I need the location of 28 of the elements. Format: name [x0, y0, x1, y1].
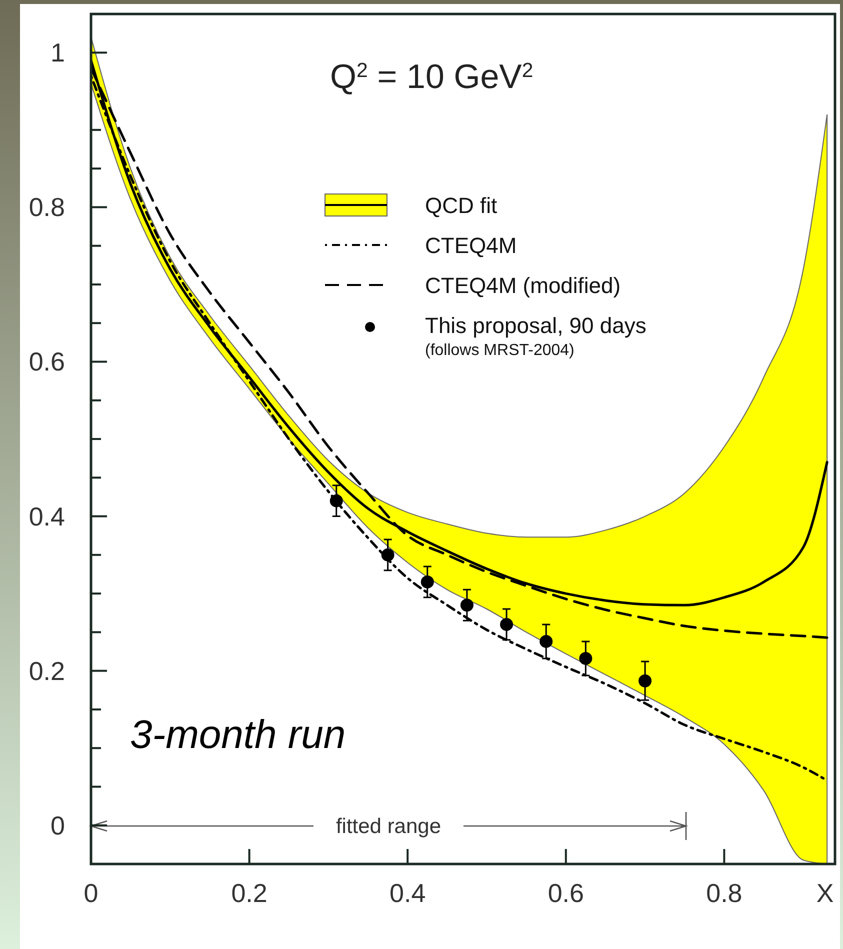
- annotation: Q$^{2}$ = 10 GeV$^{2}$: [330, 58, 534, 96]
- x-tick-label: 0: [84, 878, 98, 908]
- point: [579, 652, 592, 665]
- y-tick-label: 1: [50, 38, 65, 68]
- annotation: (follows MRST-2004): [425, 342, 574, 359]
- point: [500, 618, 514, 631]
- y-tick-label: 0.2: [28, 656, 65, 686]
- annotation: 3-month run: [130, 713, 346, 757]
- legend-label: This proposal, 90 days: [425, 313, 646, 338]
- point: [638, 674, 652, 688]
- point: [420, 575, 434, 588]
- y-tick-label: 0: [50, 810, 65, 840]
- x-tick-label: 0.2: [231, 878, 268, 908]
- legend-label: QCD fit: [425, 193, 498, 218]
- point: [381, 548, 394, 562]
- point: [460, 598, 474, 612]
- y-tick-label: 0.4: [28, 501, 65, 532]
- legend-label: CTEQ4M: [425, 233, 517, 258]
- x-axis-title: X: [816, 878, 834, 908]
- point: [540, 634, 553, 648]
- y-tick-label: 0.8: [28, 192, 65, 222]
- legend-label: CTEQ4M (modified): [425, 273, 621, 298]
- x-tick-label: 0.4: [390, 878, 426, 908]
- annotation: fitted range: [336, 815, 442, 838]
- x-tick-label: 0.6: [548, 878, 584, 908]
- x-tick-label: 0.8: [706, 878, 742, 908]
- y-tick-label: 0.6: [28, 346, 65, 377]
- point: [330, 494, 343, 508]
